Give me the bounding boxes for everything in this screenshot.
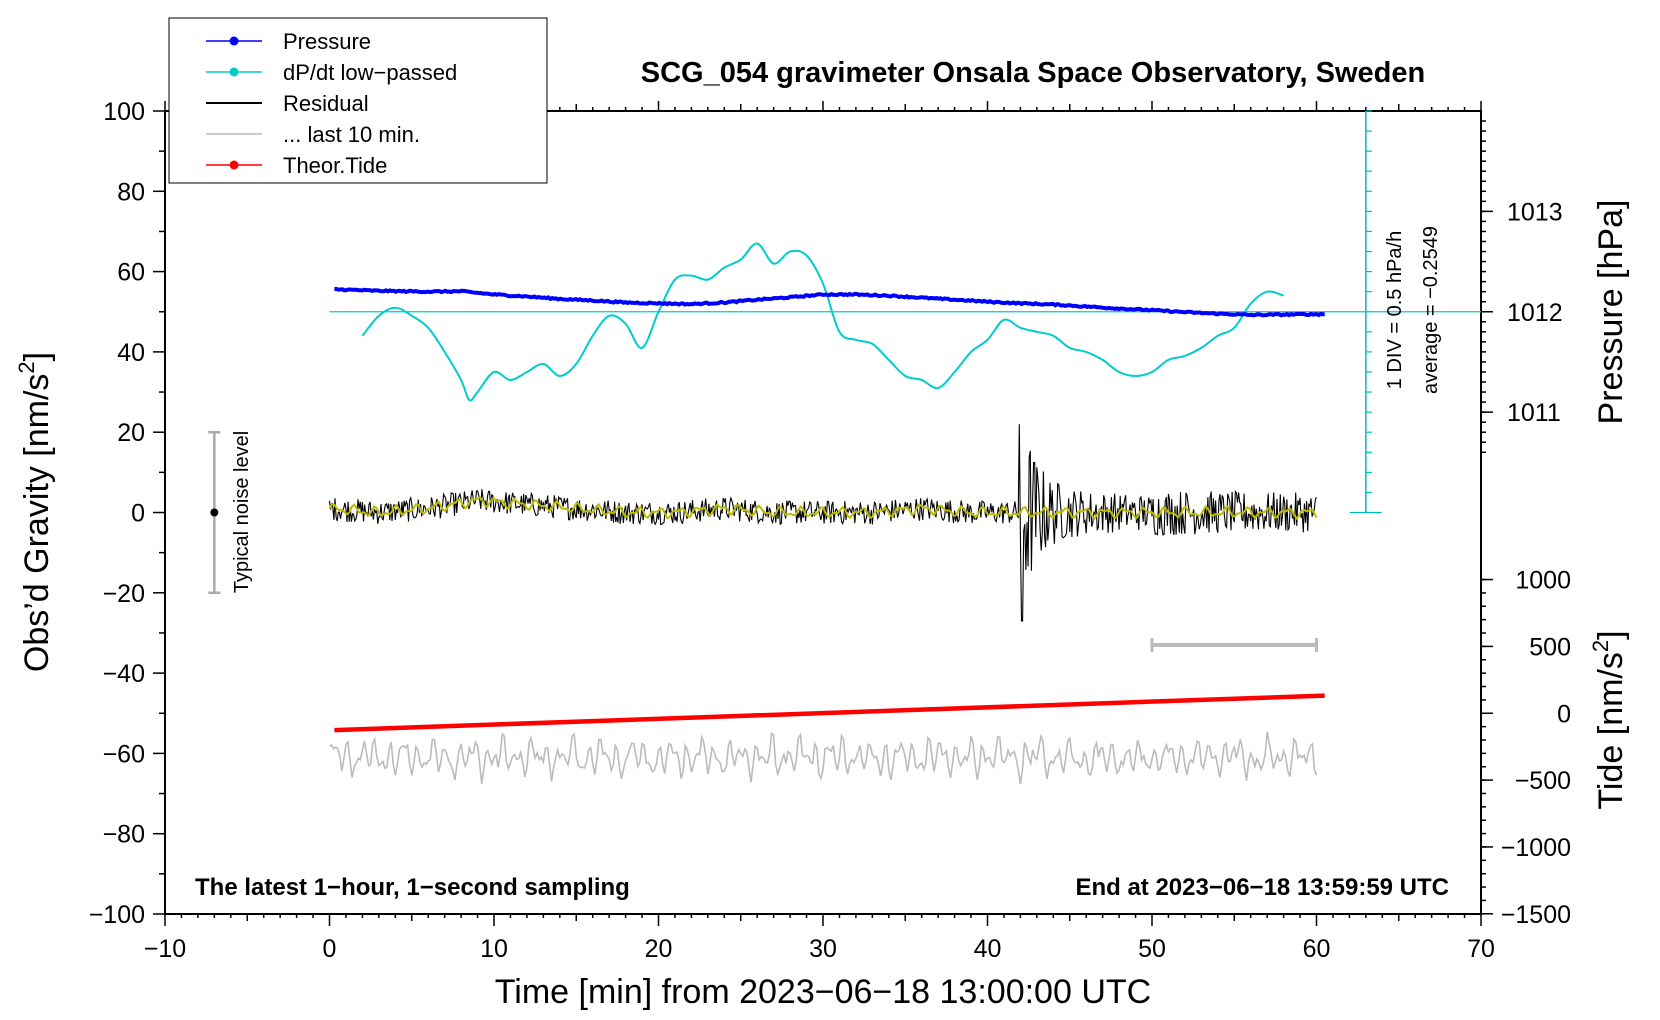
y-tick-label: −20 xyxy=(103,580,145,608)
legend-marker xyxy=(229,67,239,77)
y-tick-label: −40 xyxy=(103,660,145,688)
pressure-tick-label: 1013 xyxy=(1507,198,1563,226)
x-tick-label: 0 xyxy=(323,935,337,963)
smoothed-residual-trace xyxy=(328,496,1318,521)
residual-trace xyxy=(328,424,1317,622)
y-tick-label: 60 xyxy=(117,259,145,287)
tide-axis-label: Tide [nm/s2] xyxy=(1588,630,1630,809)
dpdt-div-label: 1 DIV = 0.5 hPa/h xyxy=(1384,231,1406,389)
chart-title: SCG_054 gravimeter Onsala Space Observat… xyxy=(641,57,1425,89)
dpdt-average-label: average = −0.2549 xyxy=(1420,226,1442,394)
annotation-sampling: The latest 1−hour, 1−second sampling xyxy=(195,874,630,901)
legend-box xyxy=(168,17,548,184)
x-axis-label: Time [min] from 2023−06−18 13:00:00 UTC xyxy=(495,973,1151,1011)
tide-tick-label: 0 xyxy=(1557,700,1571,728)
series-layer xyxy=(208,242,1325,785)
tide-tick-label: 500 xyxy=(1529,633,1571,661)
annotation-end-time: End at 2023−06−18 13:59:59 UTC xyxy=(1075,874,1449,901)
y-tick-label: 20 xyxy=(117,419,145,447)
y-tick-label: 100 xyxy=(103,98,145,126)
legend-label: Residual xyxy=(283,91,369,116)
pressure-tick-label: 1012 xyxy=(1507,299,1563,327)
legend-label: Theor.Tide xyxy=(283,153,387,178)
x-axis: −10 0 10 20 30 40 50 60 70 xyxy=(144,101,1495,963)
y-tick-label: −80 xyxy=(103,821,145,849)
noise-level-label: Typical noise level xyxy=(231,431,253,593)
x-tick-label: 20 xyxy=(645,935,673,963)
legend-label: ... last 10 min. xyxy=(283,122,420,147)
pressure-axis-label: Pressure [hPa] xyxy=(1592,200,1630,425)
pressure-tick-label: 1011 xyxy=(1507,399,1561,427)
x-tick-label: 10 xyxy=(480,935,508,963)
legend-marker xyxy=(229,160,239,170)
y-axis-label: Obs’d Gravity [nm/s2] xyxy=(14,352,56,672)
noise-level-dot xyxy=(210,508,219,517)
y-tick-label: −100 xyxy=(89,901,145,929)
x-tick-label: 40 xyxy=(974,935,1002,963)
theoretical-tide-line xyxy=(334,693,1325,733)
pressure-trace xyxy=(334,287,1325,318)
tide-tick-label: −500 xyxy=(1515,767,1571,795)
legend: Pressure dP/dt low−passed Residual ... last… xyxy=(168,17,548,184)
tide-tick-label: −1000 xyxy=(1501,834,1571,862)
tide-tick-label: 1000 xyxy=(1515,567,1571,595)
x-tick-label: 50 xyxy=(1138,935,1166,963)
dpdt-trace xyxy=(361,242,1284,402)
legend-label: Pressure xyxy=(283,29,371,54)
last-10-min-trace xyxy=(329,731,1318,785)
y-tick-label: 40 xyxy=(117,339,145,367)
x-tick-label: −10 xyxy=(144,935,186,963)
pressure-axis: 1011 1012 1013 xyxy=(1481,120,1563,454)
x-tick-label: 60 xyxy=(1303,935,1331,963)
y-axis: −100 −80 −60 −40 −20 0 20 40 60 80 100 xyxy=(89,98,165,929)
y-tick-label: −60 xyxy=(103,740,145,768)
legend-marker xyxy=(229,36,239,46)
tide-axis: −1500 −1000 −500 0 500 1000 xyxy=(1481,567,1571,929)
legend-label: dP/dt low−passed xyxy=(283,60,457,85)
y-tick-label: 80 xyxy=(117,178,145,206)
x-tick-label: 70 xyxy=(1467,935,1495,963)
dpdt-scale xyxy=(329,110,1481,514)
x-tick-label: 30 xyxy=(809,935,837,963)
y-tick-label: 0 xyxy=(131,500,145,528)
tide-tick-label: −1500 xyxy=(1501,901,1571,929)
